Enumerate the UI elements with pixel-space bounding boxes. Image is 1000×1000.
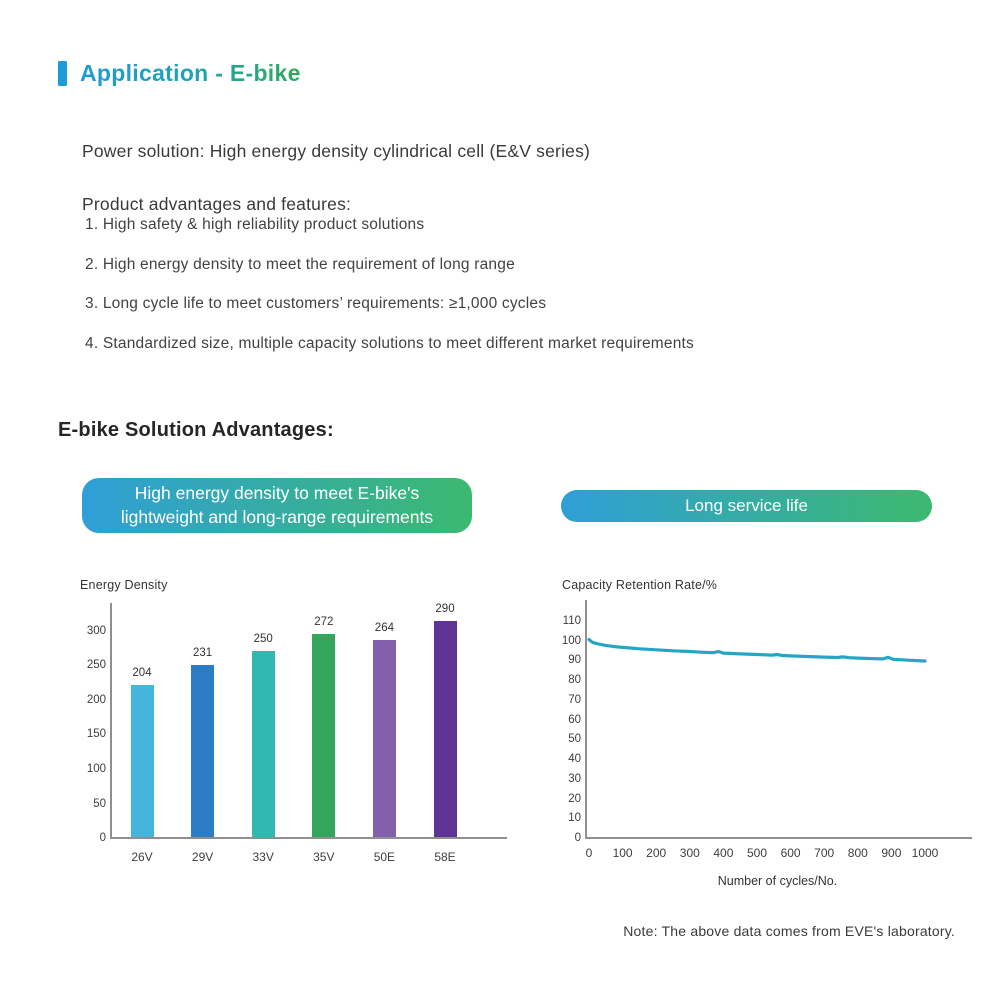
- line-y-tick: 110: [562, 614, 581, 627]
- bar-y-tick: 100: [86, 762, 106, 775]
- bar-category-label: 26V: [131, 850, 153, 864]
- bar-category-label: 29V: [191, 850, 214, 864]
- bar-35V: [312, 634, 336, 837]
- line-x-tick: 700: [814, 846, 835, 860]
- line-y-tick: 80: [568, 674, 581, 686]
- bar-value-label: 264: [374, 622, 394, 635]
- bar-y-tick: 0: [99, 832, 106, 844]
- line-x-tick: 0: [585, 846, 593, 860]
- bar-value-label: 231: [193, 646, 213, 659]
- bar-chart-title: Energy Density: [80, 578, 168, 592]
- features-list: 1. High safety & high reliability produc…: [85, 205, 694, 363]
- feature-item: 4. Standardized size, multiple capacity …: [85, 334, 694, 352]
- bar-58E: [433, 620, 457, 837]
- capacity-retention-plot: 0 10 20 30 40 50 60 70 80 90 100 110 0 100 200 300 400 50…: [562, 600, 972, 860]
- features-heading: Product advantages and features:: [82, 193, 352, 214]
- title-accent-bar: [58, 61, 67, 86]
- badge-line: High energy density to meet E-bike's: [134, 483, 420, 503]
- bar-y-tick: 150: [86, 728, 106, 741]
- line-y-tick: 50: [568, 733, 581, 746]
- feature-item: 2. High energy density to meet the requi…: [85, 255, 515, 273]
- line-x-tick: 400: [713, 846, 734, 860]
- bar-y-tick: 300: [86, 624, 106, 637]
- line-y-tick: 10: [568, 812, 581, 825]
- retention-line: [587, 637, 927, 663]
- feature-item: 1. High safety & high reliability produc…: [85, 216, 425, 233]
- bar-y-tick: 250: [86, 659, 106, 672]
- line-y-tick: 40: [568, 753, 581, 765]
- energy-density-badge: High energy density to meet E-bike's lig…: [82, 478, 472, 533]
- line-x-tick: 900: [881, 846, 902, 860]
- energy-density-plot: 0 50 100 150 200 250 300 204 26V 231 29V 250 33V 272 3…: [87, 602, 507, 864]
- long-service-life-badge: Long service life: [561, 490, 932, 522]
- page-title: Application - E-bike: [80, 60, 301, 86]
- page-header: Application - E-bike: [58, 60, 301, 87]
- bar-33V: [251, 650, 275, 837]
- footnote: Note: The above data comes from EVE's la…: [623, 923, 955, 939]
- badge-line: lightweight and long-range requirements: [120, 506, 434, 527]
- feature-item: 3. Long cycle life to meet customers’ re…: [85, 295, 547, 312]
- line-y-tick: 20: [568, 792, 581, 805]
- line-y-tick: 0: [574, 832, 581, 844]
- retention-line-svg: [587, 637, 927, 663]
- line-x-tick: 300: [679, 846, 700, 860]
- power-solution-text: Power solution: High energy density cyli…: [82, 140, 591, 161]
- line-y-tick: 30: [568, 772, 581, 785]
- bar-category-label: 58E: [434, 850, 456, 864]
- line-x-tick: 500: [746, 846, 768, 860]
- line-x-tick: 600: [780, 846, 801, 860]
- bar-29V: [191, 664, 215, 837]
- line-chart-xaxis-label: Number of cycles/No.: [717, 874, 838, 888]
- line-y-tick: 100: [561, 634, 581, 647]
- bar-y-tick: 50: [93, 797, 106, 810]
- bar-value-label: 290: [435, 602, 455, 615]
- bar-value-label: 272: [314, 616, 334, 629]
- line-chart-title: Capacity Retention Rate/%: [562, 578, 718, 592]
- line-x-tick: 1000: [911, 846, 939, 860]
- bar-value-label: 250: [253, 632, 273, 645]
- line-y-tick: 70: [568, 693, 581, 706]
- bar-y-tick: 200: [86, 693, 106, 706]
- line-x-tick: 800: [847, 846, 868, 860]
- solution-advantages-heading: E-bike Solution Advantages:: [58, 419, 334, 441]
- bar-50E: [372, 640, 396, 837]
- capacity-retention-chart: Capacity Retention Rate/% 0 10 20 30 40 50 60 7…: [560, 578, 1000, 893]
- bar-category-label: 50E: [373, 850, 396, 864]
- line-y-tick: 90: [568, 654, 581, 667]
- bar-value-label: 204: [132, 666, 152, 679]
- bar-category-label: 33V: [252, 850, 274, 864]
- line-x-tick: 200: [646, 846, 667, 860]
- bar-26V: [130, 684, 154, 837]
- badge-line: Long service life: [685, 496, 808, 515]
- line-x-tick: 100: [612, 846, 633, 860]
- bar-category-label: 35V: [313, 850, 335, 864]
- energy-density-chart: Energy Density 0 50 100 150 200 250 300 204 26V 2…: [80, 578, 525, 883]
- line-y-tick: 60: [568, 713, 581, 726]
